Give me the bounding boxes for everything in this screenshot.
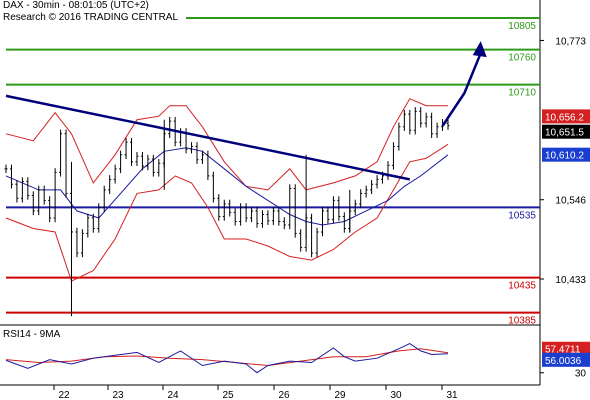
rsi-y-tick-label: 30 (575, 369, 587, 380)
level-label-10710: 10710 (508, 88, 536, 99)
x-tick-label: 24 (167, 390, 179, 400)
price-badges: 10,656.2 10,651.5 10,610.2 (542, 109, 590, 162)
chart-title: DAX - 30min - 08:01:05 (UTC+2) (3, 0, 149, 11)
price-badge-label: 10,610.2 (545, 151, 584, 162)
indicators (5, 98, 449, 282)
rsi-panel-title: RSI14 - 9MA (3, 329, 61, 340)
bollinger-upper-line (5, 98, 448, 191)
x-tick-label: 25 (222, 390, 234, 400)
rsi-ma-line (5, 348, 449, 367)
price-badge-black (542, 124, 590, 139)
price-badge-label: 10,656.2 (545, 112, 584, 123)
y-tick-label: 10,433 (555, 275, 586, 286)
x-tick-label: 31 (446, 390, 458, 400)
level-label-10385: 10385 (508, 316, 536, 327)
rsi-badge-red (542, 341, 590, 356)
price-candles (4, 107, 450, 317)
y-tick-label: 10,546 (555, 196, 586, 207)
y-axis-ticks: 10,433 10,546 10,773 (540, 36, 586, 286)
key-levels: 10805 10760 10710 10535 10435 10385 (6, 17, 540, 327)
y-tick-label: 10,773 (555, 36, 586, 47)
price-badge-red (542, 109, 590, 124)
x-tick-label: 30 (390, 390, 402, 400)
x-tick-label: 29 (334, 390, 346, 400)
projection-arrow-line (441, 52, 482, 127)
x-axis-ticks: 22 23 24 25 26 29 30 31 (53, 385, 458, 400)
x-tick-label: 23 (112, 390, 124, 400)
x-tick-label: 26 (278, 390, 290, 400)
descending-trendline (5, 94, 411, 181)
level-label-10435: 10435 (508, 281, 536, 292)
level-label-10760: 10760 (508, 53, 536, 64)
moving-average-line (5, 147, 449, 226)
trend-annotations (5, 41, 487, 181)
projection-arrow-head (472, 41, 487, 58)
bollinger-lower-line (5, 143, 449, 282)
level-label-10535: 10535 (508, 210, 536, 221)
level-label-10805: 10805 (508, 21, 536, 32)
price-badge-label: 10,651.5 (545, 128, 584, 139)
x-tick-label: 22 (58, 390, 70, 400)
rsi-badge-label: 57.4711 (545, 345, 581, 356)
rsi-badge-label: 56.0036 (545, 356, 582, 367)
rsi-badge-blue (542, 352, 590, 367)
rsi-line (5, 343, 449, 374)
chart-subtitle: Research © 2016 TRADING CENTRAL (3, 12, 179, 23)
price-badge-blue (542, 147, 590, 162)
